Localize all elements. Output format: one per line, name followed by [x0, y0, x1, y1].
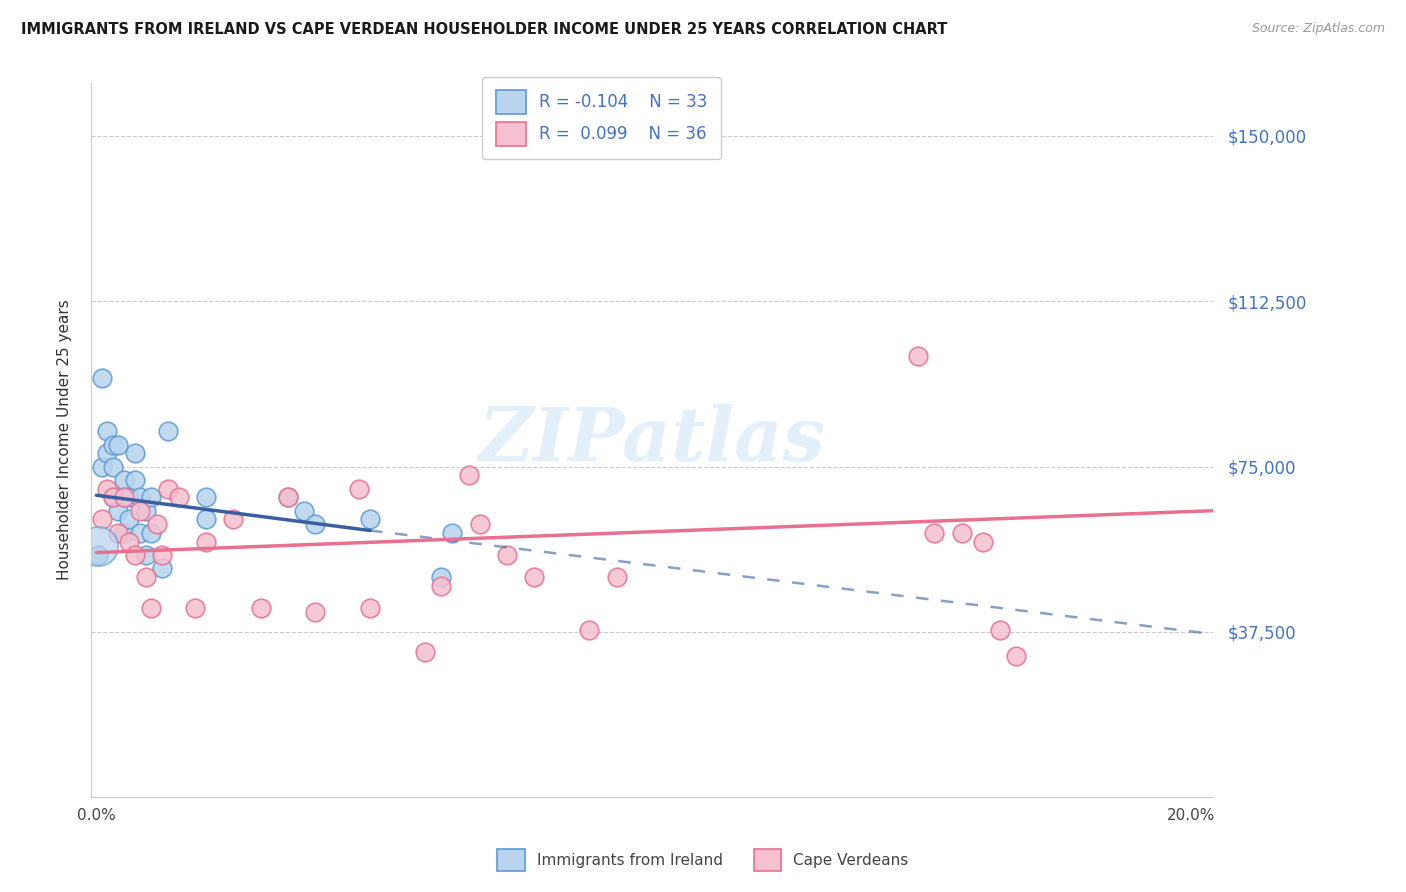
Point — [141, 525, 163, 540]
Point — [141, 600, 163, 615]
Point — [156, 482, 179, 496]
Point — [430, 570, 453, 584]
Point — [277, 491, 299, 505]
Point — [101, 491, 124, 505]
Point — [101, 459, 124, 474]
Point — [294, 504, 316, 518]
Point — [523, 570, 546, 584]
Text: Source: ZipAtlas.com: Source: ZipAtlas.com — [1251, 22, 1385, 36]
Point — [359, 512, 381, 526]
Point — [359, 600, 381, 615]
Point — [156, 425, 179, 439]
Point — [194, 491, 217, 505]
Point — [578, 623, 600, 637]
Point — [972, 534, 994, 549]
Point — [118, 491, 141, 505]
Legend: Immigrants from Ireland, Cape Verdeans: Immigrants from Ireland, Cape Verdeans — [491, 843, 915, 877]
Point — [107, 504, 129, 518]
Point — [907, 349, 929, 363]
Point — [96, 446, 118, 460]
Point — [430, 579, 453, 593]
Text: IMMIGRANTS FROM IRELAND VS CAPE VERDEAN HOUSEHOLDER INCOME UNDER 25 YEARS CORREL: IMMIGRANTS FROM IRELAND VS CAPE VERDEAN … — [21, 22, 948, 37]
Point — [184, 600, 207, 615]
Point — [950, 525, 973, 540]
Point — [457, 468, 479, 483]
Point — [107, 525, 129, 540]
Point — [135, 570, 157, 584]
Point — [145, 516, 167, 531]
Point — [112, 525, 135, 540]
Point — [112, 473, 135, 487]
Point — [112, 491, 135, 505]
Point — [141, 491, 163, 505]
Point — [496, 548, 519, 562]
Legend: R = -0.104    N = 33, R =  0.099    N = 36: R = -0.104 N = 33, R = 0.099 N = 36 — [482, 77, 721, 159]
Point — [304, 605, 326, 619]
Point — [124, 473, 146, 487]
Point — [304, 516, 326, 531]
Point — [1005, 649, 1028, 664]
Point — [87, 548, 110, 562]
Point — [90, 371, 112, 385]
Point — [194, 534, 217, 549]
Point — [150, 561, 173, 575]
Point — [101, 437, 124, 451]
Point — [124, 446, 146, 460]
Point — [988, 623, 1011, 637]
Point — [135, 548, 157, 562]
Point — [118, 534, 141, 549]
Point — [86, 539, 108, 553]
Point — [90, 459, 112, 474]
Point — [194, 512, 217, 526]
Point — [347, 482, 370, 496]
Point — [129, 504, 152, 518]
Point — [129, 491, 152, 505]
Point — [222, 512, 245, 526]
Point — [150, 548, 173, 562]
Point — [96, 482, 118, 496]
Point — [90, 512, 112, 526]
Point — [107, 437, 129, 451]
Point — [922, 525, 945, 540]
Point — [118, 512, 141, 526]
Point — [468, 516, 491, 531]
Point — [249, 600, 271, 615]
Point — [441, 525, 464, 540]
Text: ZIPatlas: ZIPatlas — [478, 404, 825, 476]
Point — [413, 645, 436, 659]
Point — [135, 504, 157, 518]
Point — [277, 491, 299, 505]
Point — [129, 525, 152, 540]
Point — [124, 548, 146, 562]
Point — [167, 491, 190, 505]
Point — [96, 425, 118, 439]
Point — [112, 491, 135, 505]
Point — [606, 570, 628, 584]
Y-axis label: Householder Income Under 25 years: Householder Income Under 25 years — [58, 300, 72, 581]
Point — [101, 491, 124, 505]
